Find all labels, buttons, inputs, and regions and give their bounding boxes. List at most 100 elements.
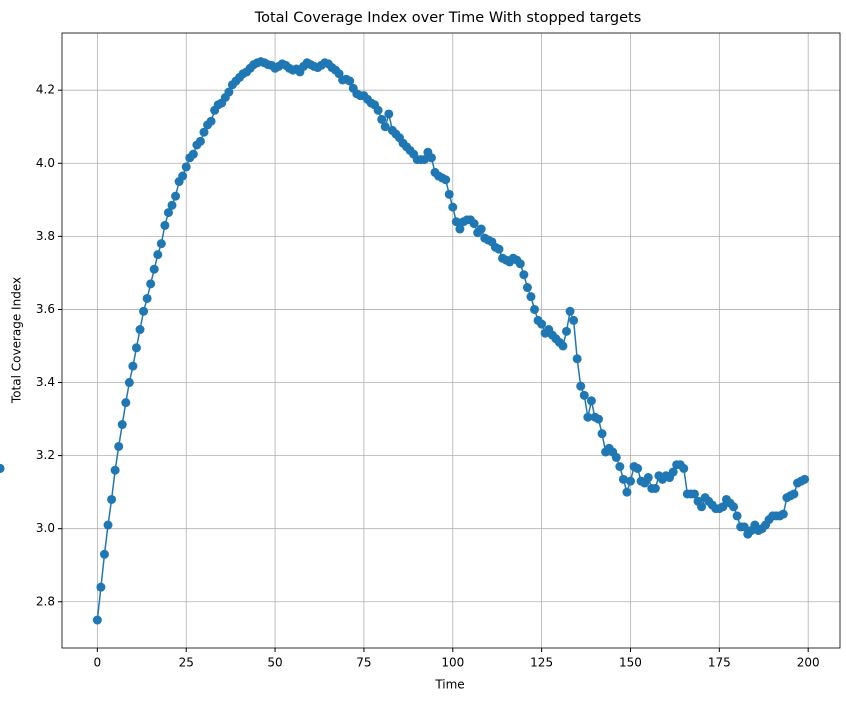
- data-point: [565, 306, 575, 316]
- data-point: [718, 502, 728, 512]
- x-axis-label: Time: [434, 678, 464, 692]
- x-tick-label: 75: [356, 656, 371, 670]
- data-point: [103, 520, 113, 530]
- data-point: [124, 378, 134, 388]
- data-point: [195, 136, 205, 146]
- data-point: [778, 509, 788, 519]
- chart-title: Total Coverage Index over Time With stop…: [254, 10, 642, 26]
- data-point: [597, 429, 607, 439]
- data-point: [697, 502, 707, 512]
- data-point: [99, 549, 109, 559]
- data-point: [625, 476, 635, 486]
- data-point: [121, 398, 131, 408]
- data-point: [586, 396, 596, 406]
- data-point: [522, 283, 532, 293]
- data-point: [576, 381, 586, 391]
- data-point: [153, 250, 163, 260]
- data-point: [618, 474, 628, 484]
- data-point: [668, 467, 678, 477]
- y-axis-label: Total Coverage Index: [10, 277, 24, 404]
- x-tick-label: 25: [179, 656, 194, 670]
- y-tick-label: 3.4: [36, 375, 55, 389]
- data-point: [789, 489, 799, 499]
- data-point: [178, 171, 188, 181]
- data-point: [679, 463, 689, 473]
- data-point: [139, 306, 149, 316]
- data-point: [181, 162, 191, 172]
- data-point: [206, 116, 216, 126]
- x-tick-label: 100: [441, 656, 464, 670]
- y-tick-label: 3.0: [36, 521, 55, 535]
- data-point: [110, 465, 120, 475]
- data-point: [643, 473, 653, 483]
- data-point: [515, 259, 525, 269]
- data-point: [739, 522, 749, 532]
- data-point: [448, 202, 458, 212]
- data-point: [622, 487, 632, 497]
- data-point: [224, 87, 234, 97]
- data-point: [373, 105, 383, 115]
- y-tick-label: 4.0: [36, 156, 55, 170]
- data-point: [526, 292, 536, 302]
- y-tick-label: 4.2: [36, 83, 55, 97]
- data-point: [633, 463, 643, 473]
- data-point: [558, 341, 568, 351]
- x-tick-label: 50: [267, 656, 282, 670]
- data-point: [0, 463, 5, 473]
- data-point: [530, 304, 540, 314]
- data-point: [92, 615, 102, 625]
- data-point: [167, 200, 177, 210]
- data-point: [117, 420, 127, 430]
- data-point: [384, 109, 394, 119]
- data-point: [537, 319, 547, 329]
- data-point: [519, 270, 529, 280]
- data-point: [419, 155, 429, 165]
- data-point: [650, 483, 660, 493]
- data-point: [149, 264, 159, 274]
- data-point: [455, 224, 465, 234]
- data-point: [689, 489, 699, 499]
- data-point: [469, 219, 479, 229]
- data-point: [142, 293, 152, 303]
- data-point: [593, 414, 603, 424]
- x-tick-label: 175: [708, 656, 731, 670]
- data-point: [426, 153, 436, 163]
- data-point: [451, 217, 461, 227]
- data-point: [345, 76, 355, 86]
- y-tick-label: 3.6: [36, 302, 55, 316]
- x-tick-label: 125: [530, 656, 553, 670]
- data-point: [476, 224, 486, 234]
- data-line: [96, 60, 805, 621]
- data-point: [611, 452, 621, 462]
- data-point: [572, 354, 582, 364]
- data-point: [800, 474, 810, 484]
- data-point: [583, 412, 593, 422]
- plot-frame: [61, 32, 841, 649]
- data-point: [156, 239, 166, 249]
- data-point: [579, 390, 589, 400]
- data-point: [377, 114, 387, 124]
- data-point: [729, 502, 739, 512]
- data-point: [441, 175, 451, 185]
- data-point: [188, 149, 198, 159]
- data-point: [444, 189, 454, 199]
- data-point: [128, 361, 138, 371]
- data-point: [380, 122, 390, 132]
- x-tick-label: 0: [94, 656, 102, 670]
- x-tick-label: 200: [797, 656, 820, 670]
- data-point: [615, 462, 625, 472]
- data-point: [171, 191, 181, 201]
- data-point: [107, 494, 117, 504]
- data-point: [732, 511, 742, 521]
- data-point: [114, 441, 124, 451]
- data-point: [96, 582, 106, 592]
- x-tick-label: 150: [619, 656, 642, 670]
- y-tick-label: 3.2: [36, 448, 55, 462]
- data-point: [135, 325, 145, 335]
- data-point: [199, 127, 209, 137]
- data-point: [131, 343, 141, 353]
- data-point: [569, 315, 579, 325]
- data-point: [146, 279, 156, 289]
- data-point: [163, 208, 173, 218]
